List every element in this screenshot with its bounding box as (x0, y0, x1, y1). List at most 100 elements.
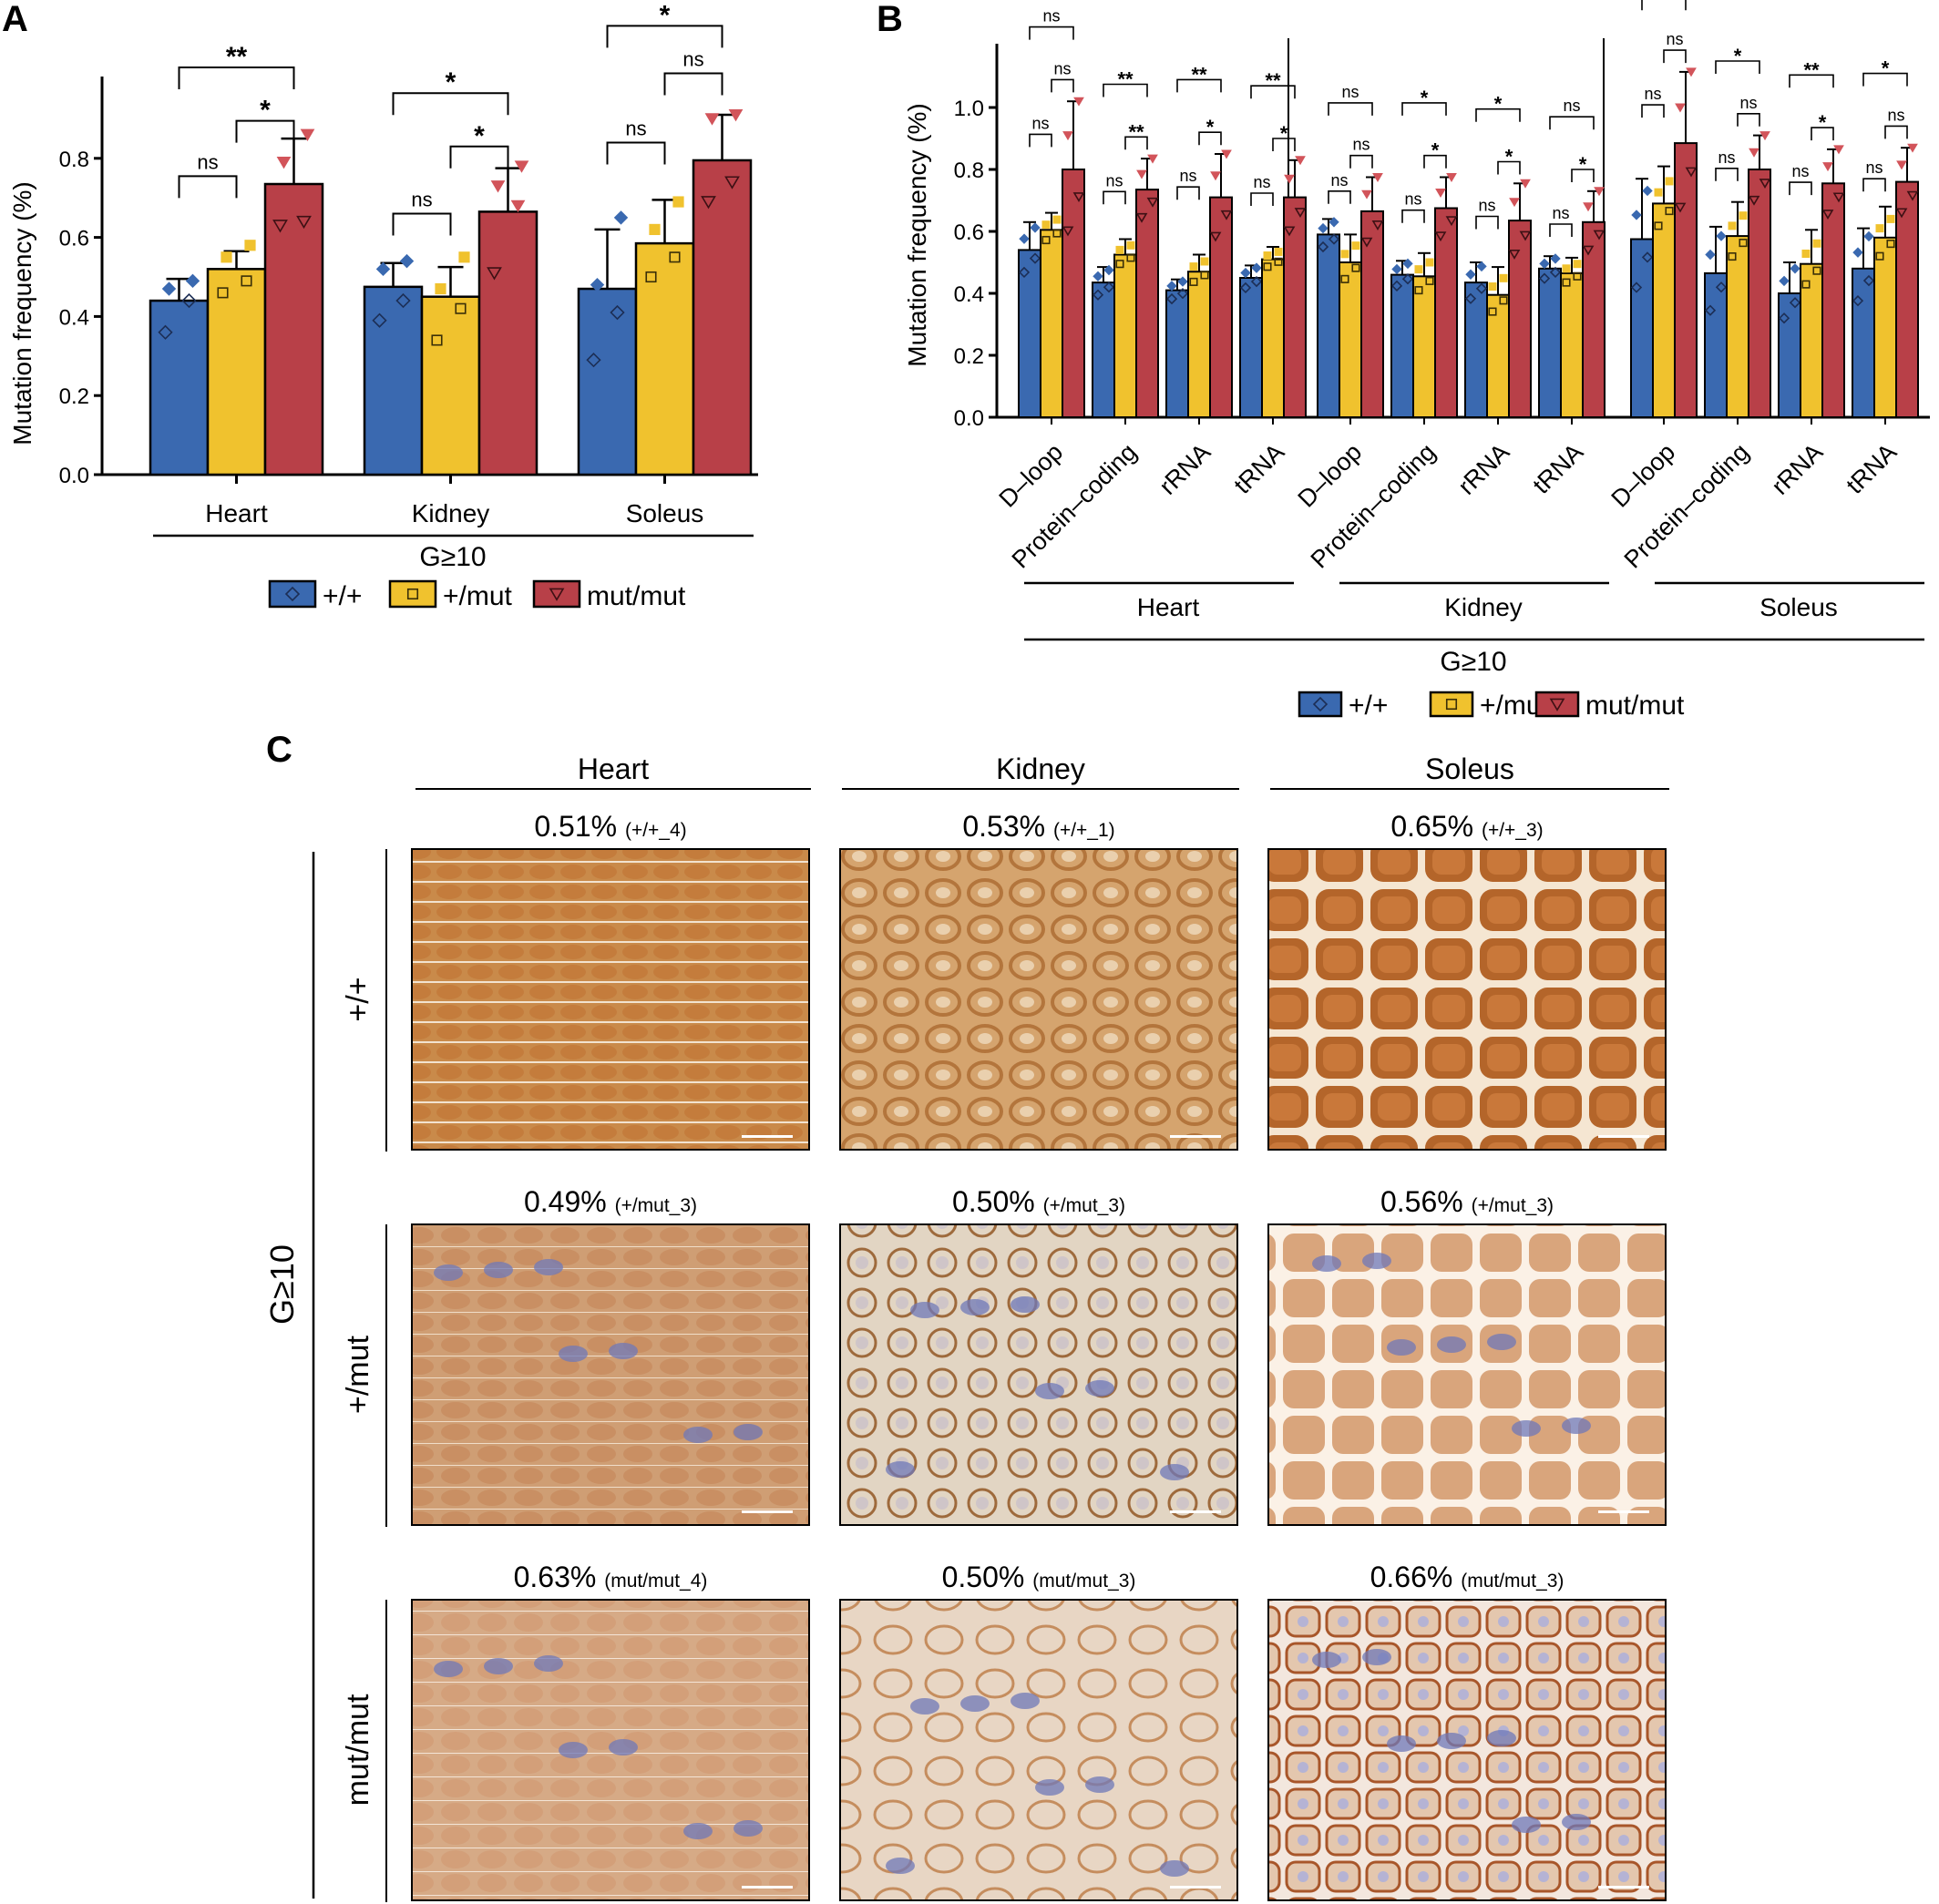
data-point (1631, 210, 1642, 220)
legend-marker (549, 588, 565, 601)
x-category-label: Heart (205, 499, 268, 527)
data-point (1895, 208, 1908, 219)
data-point (1414, 265, 1423, 274)
scale-bar (1170, 1510, 1221, 1513)
data-point (1739, 211, 1748, 220)
data-point (1360, 237, 1373, 248)
data-point (395, 292, 411, 309)
legend-label: +/+ (323, 581, 362, 611)
y-tick-label: 0.4 (954, 282, 984, 307)
data-point (1317, 241, 1329, 253)
data-point (1115, 260, 1124, 269)
data-point (1209, 231, 1222, 242)
bar (1040, 229, 1063, 418)
data-point (1582, 245, 1595, 256)
data-point (455, 302, 467, 314)
cell-caption: 0.49% (+/mut_3) (524, 1185, 697, 1218)
significance-bracket (1571, 169, 1595, 182)
data-point (1465, 269, 1476, 280)
data-point (1062, 131, 1073, 141)
blue-stained-region (1387, 1735, 1416, 1752)
scale-bar (742, 1510, 793, 1513)
significance-label: * (1505, 146, 1513, 169)
blue-stained-region (1035, 1779, 1064, 1796)
data-point (1875, 251, 1884, 261)
data-point (1907, 143, 1918, 153)
legend-marker (1445, 698, 1458, 711)
tissue-label: Soleus (1759, 593, 1838, 621)
data-point (1351, 241, 1360, 251)
data-point (1414, 286, 1423, 295)
significance-bracket (1272, 138, 1296, 151)
significance-label: ** (226, 42, 248, 72)
significance-label: * (1494, 93, 1503, 116)
y-tick-label: 0.6 (59, 227, 89, 251)
significance-bracket (449, 145, 509, 169)
data-point (300, 128, 315, 142)
blue-stained-region (1160, 1464, 1189, 1480)
data-point (1340, 250, 1349, 259)
data-point (672, 196, 684, 208)
significance-label: ns (411, 189, 432, 211)
cell-caption: 0.65% (+/+_3) (1390, 810, 1543, 843)
y-tick-label: 1.0 (954, 97, 984, 121)
x-region-label: rRNA (1452, 438, 1514, 500)
blue-stained-region (960, 1299, 990, 1315)
significance-bracket (1250, 85, 1296, 99)
sample-id: (+/+_3) (1482, 820, 1544, 841)
data-point (1189, 277, 1198, 286)
data-point (728, 108, 744, 122)
data-point (1274, 257, 1283, 266)
blue-stained-region (1387, 1339, 1416, 1356)
data-point (272, 220, 288, 233)
data-point (1642, 185, 1653, 197)
significance-bracket (1862, 72, 1908, 87)
significance-label: ** (1191, 63, 1207, 86)
data-point (701, 196, 716, 210)
significance-bracket (1789, 74, 1834, 88)
data-point (1520, 179, 1531, 189)
data-point (724, 176, 740, 189)
bar (1821, 182, 1845, 419)
tissue-label: Heart (1137, 593, 1200, 621)
significance-label: ns (1666, 30, 1683, 48)
data-point (1283, 226, 1296, 237)
panel-letter-a: A (2, 0, 28, 39)
bar (1317, 233, 1340, 418)
significance-label: ns (682, 47, 703, 70)
data-point (1654, 221, 1663, 230)
significance-bracket (178, 66, 295, 89)
y-axis-title: Mutation frequency (%) (903, 103, 931, 366)
x-region-label: tRNA (1841, 438, 1902, 499)
significance-bracket (1029, 26, 1074, 40)
x-region-label: D–loop (1293, 438, 1368, 513)
x-region-label: tRNA (1228, 438, 1289, 499)
blue-stained-region (683, 1427, 713, 1443)
sample-id: (+/mut_3) (615, 1195, 697, 1216)
legend-swatch (388, 579, 437, 609)
significance-bracket (1051, 78, 1074, 93)
data-point (1263, 251, 1272, 261)
data-point (1886, 214, 1895, 223)
sample-id: (mut/mut_3) (1461, 1571, 1564, 1592)
sample-id: (+/+_1) (1053, 820, 1115, 841)
data-point (1284, 174, 1295, 184)
significance-bracket (1549, 116, 1595, 130)
bar (1360, 210, 1384, 418)
significance-label: * (1280, 122, 1288, 145)
data-point (1263, 262, 1272, 271)
data-point (645, 271, 657, 283)
bar (1630, 238, 1654, 418)
cell-caption: 0.66% (mut/mut_3) (1370, 1561, 1565, 1593)
blue-stained-region (1011, 1296, 1040, 1313)
significance-bracket (1475, 107, 1521, 122)
data-point (431, 334, 443, 346)
bar (1582, 220, 1606, 418)
significance-bracket (1423, 154, 1447, 169)
bar (420, 295, 481, 476)
sample-id: (+/mut_3) (1043, 1195, 1125, 1216)
data-point (1390, 280, 1403, 292)
blue-stained-region (484, 1262, 513, 1278)
blue-stained-region (734, 1424, 763, 1440)
blue-stained-region (534, 1259, 563, 1275)
